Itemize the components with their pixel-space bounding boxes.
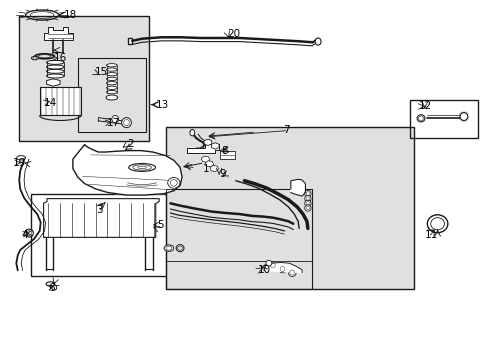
Bar bbox=[165, 189, 311, 289]
Ellipse shape bbox=[304, 200, 310, 207]
Polygon shape bbox=[264, 262, 302, 273]
Text: 20: 20 bbox=[227, 29, 240, 39]
Ellipse shape bbox=[459, 113, 467, 121]
Bar bbox=[78, 58, 146, 132]
Ellipse shape bbox=[106, 82, 117, 85]
Text: 5: 5 bbox=[157, 220, 163, 230]
Text: 15: 15 bbox=[94, 67, 107, 77]
Polygon shape bbox=[290, 179, 305, 196]
Text: 8: 8 bbox=[221, 145, 227, 156]
Ellipse shape bbox=[167, 177, 180, 188]
Bar bbox=[220, 151, 234, 159]
Polygon shape bbox=[43, 27, 73, 40]
Ellipse shape bbox=[52, 285, 57, 290]
Ellipse shape bbox=[106, 86, 117, 89]
Ellipse shape bbox=[17, 156, 25, 160]
Ellipse shape bbox=[106, 90, 117, 94]
Ellipse shape bbox=[416, 115, 424, 122]
Ellipse shape bbox=[46, 60, 64, 64]
Ellipse shape bbox=[278, 265, 286, 273]
Polygon shape bbox=[186, 144, 219, 153]
Ellipse shape bbox=[31, 56, 38, 60]
Text: 19: 19 bbox=[13, 158, 26, 168]
Polygon shape bbox=[73, 145, 182, 195]
Ellipse shape bbox=[106, 68, 117, 71]
Ellipse shape bbox=[163, 245, 173, 251]
Bar bbox=[409, 100, 477, 138]
Ellipse shape bbox=[304, 195, 310, 202]
Ellipse shape bbox=[427, 215, 447, 233]
Ellipse shape bbox=[288, 269, 296, 276]
Bar bbox=[40, 87, 81, 116]
Polygon shape bbox=[43, 199, 159, 237]
Ellipse shape bbox=[106, 95, 118, 100]
Ellipse shape bbox=[106, 73, 117, 76]
Ellipse shape bbox=[46, 282, 55, 286]
Ellipse shape bbox=[112, 116, 119, 123]
Text: 14: 14 bbox=[43, 98, 57, 108]
Ellipse shape bbox=[106, 77, 117, 81]
Text: 9: 9 bbox=[219, 168, 225, 179]
Ellipse shape bbox=[46, 69, 64, 73]
Text: 10: 10 bbox=[258, 265, 271, 275]
Polygon shape bbox=[46, 79, 60, 86]
Text: 17: 17 bbox=[107, 118, 120, 128]
Text: 16: 16 bbox=[53, 53, 66, 63]
Ellipse shape bbox=[122, 118, 131, 128]
Text: 12: 12 bbox=[418, 102, 431, 112]
Ellipse shape bbox=[128, 163, 155, 171]
Text: 4: 4 bbox=[21, 230, 28, 239]
Text: 7: 7 bbox=[283, 125, 289, 135]
Text: 6: 6 bbox=[48, 283, 55, 293]
Ellipse shape bbox=[46, 74, 64, 78]
Bar bbox=[165, 127, 413, 289]
Ellipse shape bbox=[268, 261, 276, 269]
Ellipse shape bbox=[304, 205, 310, 211]
Ellipse shape bbox=[46, 65, 64, 69]
Bar bbox=[31, 194, 175, 276]
Ellipse shape bbox=[24, 229, 33, 237]
Ellipse shape bbox=[189, 130, 194, 136]
Text: 13: 13 bbox=[156, 100, 169, 110]
Ellipse shape bbox=[265, 260, 271, 266]
Text: 2: 2 bbox=[127, 139, 134, 149]
Ellipse shape bbox=[106, 64, 117, 67]
Ellipse shape bbox=[315, 38, 321, 45]
Bar bbox=[19, 16, 149, 141]
Ellipse shape bbox=[304, 190, 310, 197]
Text: 1: 1 bbox=[203, 164, 209, 174]
Text: 11: 11 bbox=[424, 230, 437, 239]
Text: 18: 18 bbox=[64, 10, 77, 20]
Bar bbox=[128, 38, 132, 44]
Text: 3: 3 bbox=[96, 206, 102, 216]
Bar bbox=[165, 189, 311, 261]
